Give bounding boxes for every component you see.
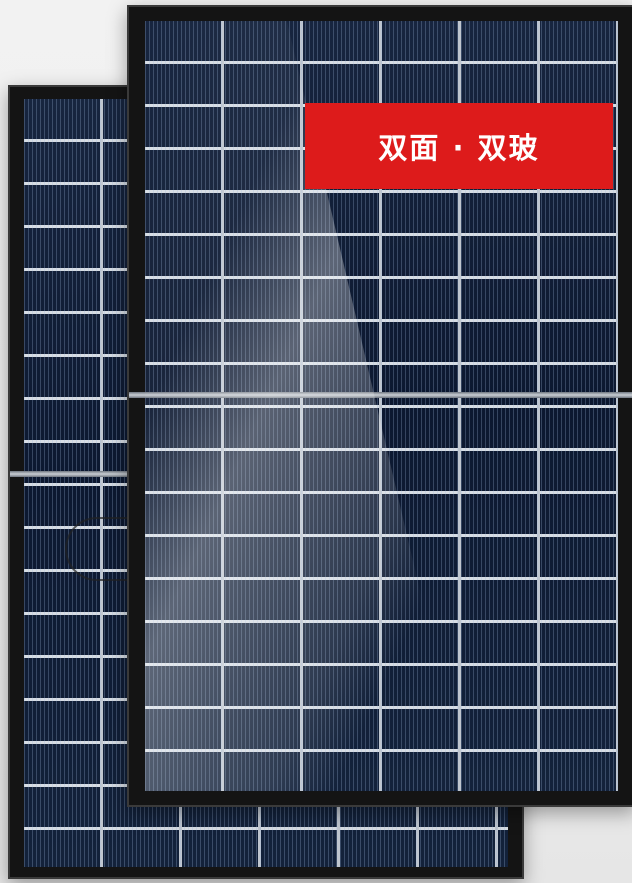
front-panel-cell-grid [145,21,618,791]
feature-badge: 双面 · 双玻 [305,103,613,189]
junction-cable [65,517,137,581]
feature-badge-label: 双面 · 双玻 [378,131,540,165]
front-panel-center-busbar [129,392,632,398]
